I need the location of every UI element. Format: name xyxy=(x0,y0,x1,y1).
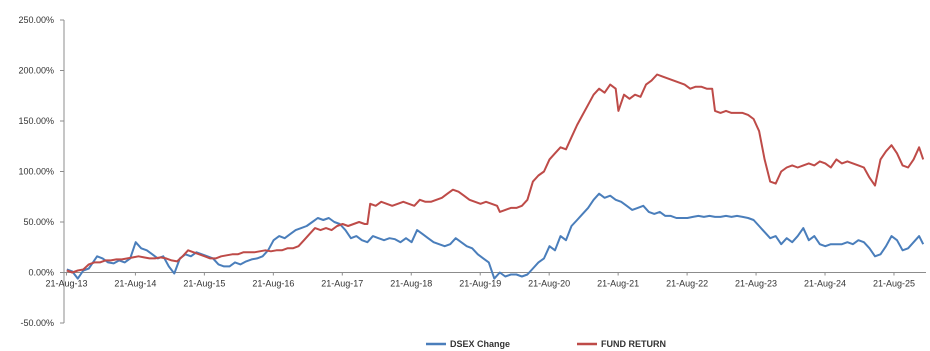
dsex-change-line xyxy=(66,192,925,280)
x-tick-label: 21-Aug-18 xyxy=(390,279,432,289)
x-tick-label: 21-Aug-24 xyxy=(804,279,846,289)
x-tick-label: 21-Aug-23 xyxy=(735,279,777,289)
y-tick-label: 100.00% xyxy=(18,167,54,177)
x-tick-label: 21-Aug-22 xyxy=(666,279,708,289)
legend-label-dsex: DSEX Change xyxy=(450,339,510,349)
y-tick-label: -50.00% xyxy=(20,318,54,328)
fund-return-line xyxy=(66,73,925,274)
x-tick-label: 21-Aug-13 xyxy=(45,279,87,289)
x-tick-label: 21-Aug-25 xyxy=(873,279,915,289)
x-tick-label: 21-Aug-15 xyxy=(183,279,225,289)
y-tick-label: 50.00% xyxy=(23,217,54,227)
y-tick-label: 250.00% xyxy=(18,15,54,25)
x-tick-label: 21-Aug-16 xyxy=(252,279,294,289)
y-tick-label: 150.00% xyxy=(18,116,54,126)
x-tick-label: 21-Aug-19 xyxy=(459,279,501,289)
x-tick-label: 21-Aug-21 xyxy=(597,279,639,289)
y-tick-label: 200.00% xyxy=(18,66,54,76)
x-tick-label: 21-Aug-14 xyxy=(114,279,156,289)
legend-label-fund: FUND RETURN xyxy=(601,339,666,349)
x-tick-label: 21-Aug-17 xyxy=(321,279,363,289)
y-tick-label: 0.00% xyxy=(28,268,54,278)
x-tick-label: 21-Aug-20 xyxy=(528,279,570,289)
